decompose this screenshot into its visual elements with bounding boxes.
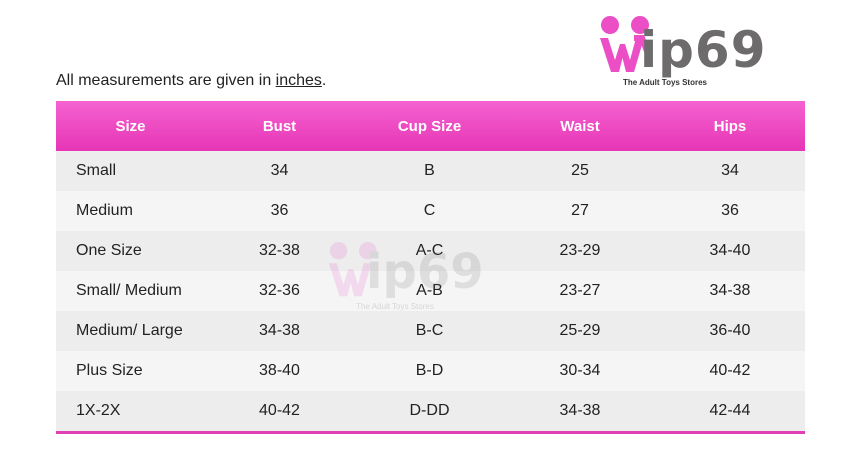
table-row: Small 34 B 25 34 [56,151,805,191]
logo-wordmark: ip69 [640,21,767,79]
cell-hips: 40-42 [709,362,751,379]
logo-figures-icon [600,16,651,72]
cell-waist: 23-29 [559,242,601,259]
header-cup-size: Cup Size [397,117,462,135]
table-row: Medium/ Large 34-38 B-C 25-29 36-40 [56,311,805,351]
cell-waist: 34-38 [559,402,601,419]
cell-waist: 25-29 [559,322,601,339]
header-bust: Bust [262,117,297,135]
cell-bust: 34-38 [259,322,300,339]
cell-cup-size: B-D [415,362,444,379]
table-row: Plus Size 38-40 B-D 30-34 40-42 [56,351,805,391]
note-suffix: . [321,72,327,89]
table-row: Medium 36 C 27 36 [56,191,805,231]
cell-waist: 23-27 [559,282,601,299]
cell-size: One Size [76,242,142,259]
cell-bust: 32-38 [259,242,300,259]
cell-hips: 42-44 [709,402,751,419]
cell-hips: 34-40 [709,242,751,259]
cell-hips: 36-40 [709,322,751,339]
header-size: Size [115,117,146,135]
cell-cup-size: C [423,202,436,219]
cell-cup-size: A-B [416,282,443,299]
header-hips: Hips [713,117,747,135]
cell-cup-size: A-C [415,242,444,259]
cell-bust: 32-36 [259,282,300,299]
cell-size: Medium/ Large [76,322,183,339]
cell-cup-size: B [424,162,435,179]
cell-size: Plus Size [76,362,143,379]
cell-size: Medium [76,202,133,219]
size-chart-table: Size Bust Cup Size Waist Hips Small 34 B… [56,101,805,434]
cell-bust: 36 [270,202,289,219]
logo-tagline: The Adult Toys Stores [622,78,707,87]
cell-cup-size: D-DD [409,402,450,419]
table-row: 1X-2X 40-42 D-DD 34-38 42-44 [56,391,805,431]
cell-hips: 34 [721,162,739,179]
brand-logo: ip69 The Adult Toys Stores [598,14,808,92]
cell-bust: 40-42 [259,402,300,419]
table-bottom-border [56,431,805,434]
cell-size: 1X-2X [76,402,121,419]
cell-bust: 38-40 [259,362,300,379]
table-header: Size Bust Cup Size Waist Hips [56,101,805,151]
cell-waist: 30-34 [559,362,601,379]
note-prefix: All measurements are given in [56,72,276,89]
cell-bust: 34 [270,162,289,179]
measurement-note: All measurements are given in inches. [56,72,326,90]
cell-hips: 36 [721,202,739,219]
table-row: One Size 32-38 A-C 23-29 34-40 [56,231,805,271]
table-row: Small/ Medium 32-36 A-B 23-27 34-38 [56,271,805,311]
cell-size: Small [76,162,117,179]
cell-cup-size: B-C [415,322,444,339]
cell-waist: 25 [571,162,589,179]
cell-waist: 27 [571,202,589,219]
cell-hips: 34-38 [709,282,751,299]
note-unit: inches [275,72,322,89]
cell-size: Small/ Medium [76,282,182,299]
header-waist: Waist [560,117,600,135]
